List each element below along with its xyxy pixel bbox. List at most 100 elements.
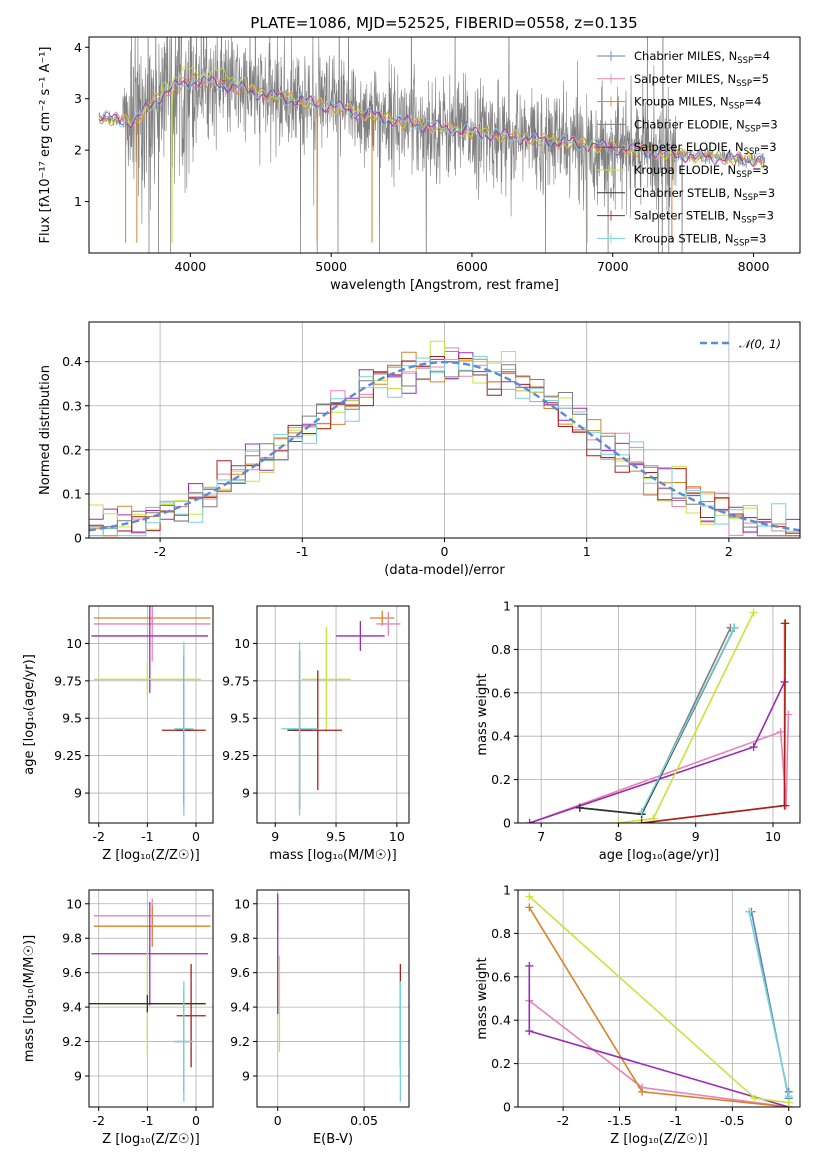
mass-weight-vs-metallicity-xtick-label-4: 0 [785, 1113, 793, 1128]
spectrum-xtick-label-3: 7000 [597, 259, 629, 274]
mass-weight-vs-metallicity-ylabel: mass weight [475, 957, 490, 1039]
age-vs-mass-axes: 9 9.5 10 9 9.25 9.5 9.75 10 mass [log₁₀(M/M☉)] [222, 605, 410, 863]
mass-vs-metallicity-ytick-label-1: 9.2 [62, 1034, 82, 1049]
mass-weight-vs-age-series-0 [579, 627, 736, 816]
age-vs-mass-xtick-label-1: 9.5 [326, 829, 346, 844]
mass-weight-vs-metallicity-ytick-label-4: 0.8 [491, 926, 511, 941]
mass-vs-ebv-ytick-label-3: 9.6 [230, 965, 250, 980]
mass-weight-vs-age-ylabel: mass weight [475, 673, 490, 755]
residuals-xlabel: (data-model)/error [384, 563, 505, 578]
residuals-ytick-label-0: 0 [74, 531, 82, 546]
legend-sub: SSP [744, 147, 760, 157]
spectrum-xtick-label-1: 5000 [315, 259, 347, 274]
spectrum-ylabel: Flux [fλ10⁻¹⁷ erg cm⁻² s⁻¹ A⁻¹] [38, 47, 53, 244]
legend-nssp: =3 [760, 140, 777, 154]
mass-weight-vs-age-xtick-label-2: 9 [692, 829, 700, 844]
mass-weight-vs-metallicity-ytick-label-0: 0 [503, 1100, 511, 1115]
age-vs-mass-xtick-label-0: 9 [271, 829, 279, 844]
legend-entry-2: Kroupa MILES, NSSP=4 [634, 95, 761, 112]
mass-weight-vs-age-ytick-label-5: 1 [503, 599, 511, 614]
mass-weight-vs-age-marker-4-1 [749, 743, 758, 752]
mass-weight-vs-metallicity-marker-2-0 [525, 903, 534, 912]
age-vs-mass-xlabel: mass [log₁₀(M/M☉)] [269, 848, 396, 863]
legend-sub: SSP [729, 102, 745, 112]
legend-entry-7: Salpeter STELIB, NSSP=3 [634, 209, 774, 226]
legend-nssp: =4 [753, 49, 770, 63]
mass-vs-ebv-ytick-label-1: 9.2 [230, 1034, 250, 1049]
age-vs-metallicity-ytick-label-3: 9.75 [54, 673, 82, 688]
age-vs-mass-frame [256, 605, 410, 824]
mass-vs-metallicity-ytick-label-4: 9.8 [62, 931, 82, 946]
age-vs-mass-plot-area [281, 610, 401, 816]
mass-weight-vs-age-series-5 [618, 612, 755, 823]
mass-weight-vs-metallicity-series-5 [748, 911, 790, 1097]
mass-vs-metallicity-xtick-label-2: 0 [192, 1113, 200, 1128]
mass-weight-vs-metallicity-marker-5-0 [745, 907, 754, 916]
age-vs-mass-xtick-label-2: 10 [389, 829, 405, 844]
mass-weight-vs-metallicity-ytick-label-3: 0.6 [491, 969, 511, 984]
mass-weight-vs-age-marker-7-0 [637, 819, 646, 823]
age-vs-mass-ytick-label-2: 9.5 [230, 711, 250, 726]
mass-weight-vs-metallicity-xlabel: Z [log₁₀(Z/Z☉)] [610, 1132, 707, 1147]
spectrum-model-line-4 [98, 76, 765, 166]
mass-vs-metallicity-xtick-label-0: -2 [92, 1113, 104, 1128]
mass-weight-vs-metallicity-marker-4-1 [750, 1094, 759, 1103]
spectrum-xtick-label-4: 8000 [738, 259, 770, 274]
mass-vs-metallicity-plot-area [89, 898, 211, 1102]
mass-vs-ebv-plot-area [277, 893, 402, 1102]
legend-entry-6: Chabrier STELIB, NSSP=3 [634, 186, 775, 203]
legend-sub: SSP [734, 238, 750, 248]
mass-vs-ebv-axes: 0 0.05 9 9.2 9.4 9.6 9.8 10 E(B-V) [230, 889, 410, 1147]
mass-weight-vs-age-marker-7-2 [781, 619, 790, 628]
age-vs-metallicity-ylabel: age [log₁₀(age/yr)] [22, 654, 37, 775]
legend-sub: SSP [736, 170, 752, 180]
mass-weight-vs-metallicity-series-1 [528, 1000, 789, 1107]
legend-name: Kroupa MILES, N [634, 95, 729, 109]
spectrum-ytick-label-2: 3 [74, 91, 82, 106]
mass-weight-vs-age-series-1 [529, 714, 790, 823]
mass-weight-vs-age-xtick-label-3: 10 [765, 829, 781, 844]
mass-weight-vs-age-ytick-label-3: 0.6 [491, 685, 511, 700]
mass-weight-vs-metallicity-xtick-label-1: -1.5 [607, 1113, 631, 1128]
mass-weight-vs-age-series-6 [579, 627, 736, 816]
age-vs-metallicity-ytick-label-4: 10 [66, 636, 82, 651]
mass-weight-vs-age-marker-7-1 [780, 801, 789, 810]
spectrum-xlabel: wavelength [Angstrom, rest frame] [330, 278, 559, 293]
legend-nssp: =3 [761, 117, 778, 131]
mass-weight-vs-metallicity-xtick-label-3: -0.5 [720, 1113, 744, 1128]
age-vs-metallicity-axes: -2 -1 0 9 9.25 9.5 9.75 10 Z [log₁₀(Z/Z☉)] age [l… [22, 605, 214, 863]
mass-weight-vs-metallicity-xtick-label-2: -1 [670, 1113, 682, 1128]
spectrum-data-line [98, 37, 766, 253]
mass-vs-ebv-ytick-label-4: 9.8 [230, 931, 250, 946]
mass-weight-vs-metallicity-marker-5-1 [784, 1092, 793, 1101]
legend-entry-8: Kroupa STELIB, NSSP=3 [634, 231, 766, 248]
legend-name: Salpeter MILES, N [634, 72, 736, 86]
age-vs-metallicity-xtick-label-0: -2 [92, 829, 104, 844]
figure-title: PLATE=1086, MJD=52525, FIBERID=0558, z=0… [250, 14, 637, 32]
legend-entry-1: Salpeter MILES, NSSP=5 [634, 72, 769, 89]
mass-weight-vs-age-axes: 7 8 9 10 0 0.2 0.4 0.6 0.8 1 age [log₁₀(age/yr)] ma… [475, 599, 801, 863]
residuals-ylabel: Normed distribution [38, 365, 53, 495]
legend-nssp: =4 [744, 95, 761, 109]
mass-weight-vs-metallicity-series-4 [528, 895, 789, 1104]
age-vs-mass-ytick-label-1: 9.25 [222, 748, 250, 763]
mass-weight-vs-metallicity-ytick-label-5: 1 [503, 883, 511, 898]
age-vs-mass-ytick-label-0: 9 [242, 786, 250, 801]
mass-vs-metallicity-frame [88, 889, 214, 1108]
mass-vs-ebv-xlabel: E(B-V) [313, 1132, 353, 1147]
mass-weight-vs-age-xtick-label-1: 8 [614, 829, 622, 844]
legend-name: Kroupa STELIB, N [634, 231, 734, 245]
mass-weight-vs-age-series-4 [529, 681, 786, 823]
mass-weight-vs-metallicity-marker-4-0 [525, 892, 534, 901]
legend-nssp: =3 [752, 163, 769, 177]
age-vs-mass-ytick-label-3: 9.75 [222, 673, 250, 688]
spectrum-ytick-label-1: 2 [74, 143, 82, 158]
mass-vs-metallicity-ytick-label-5: 10 [66, 896, 82, 911]
residuals-ytick-label-4: 0.4 [62, 354, 82, 369]
mass-weight-vs-age-marker-5-0 [614, 819, 623, 823]
mass-weight-vs-metallicity-plot-area [525, 892, 793, 1107]
mass-weight-vs-age-marker-6-0 [575, 803, 584, 812]
mass-weight-vs-metallicity-series-2 [528, 906, 789, 1107]
mass-vs-metallicity-ylabel: mass [log₁₀(M/M☉)] [22, 935, 37, 1062]
